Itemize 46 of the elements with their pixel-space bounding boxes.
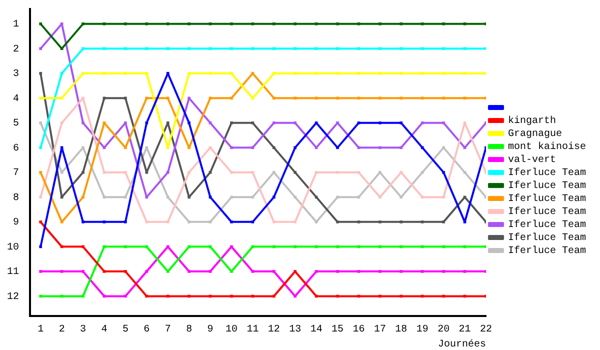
x-tick-label: 6 [144, 324, 150, 336]
x-tick-label: 22 [480, 324, 492, 336]
x-tick-label: 7 [164, 324, 171, 336]
x-tick-label: 3 [80, 324, 86, 336]
legend-label: Iferluce Team [508, 206, 586, 218]
legend-label: kingarth [508, 115, 556, 128]
x-axis-title: Journées [438, 338, 486, 350]
legend-label: Iferluce Team [508, 219, 586, 232]
legend-label: mont kainoise [508, 141, 586, 154]
x-tick-label: 16 [352, 324, 365, 336]
x-tick-label: 18 [395, 324, 408, 336]
x-tick-label: 19 [416, 324, 428, 336]
y-tick-label: 4 [12, 94, 19, 105]
legend-label: Iferluce Team [508, 167, 586, 180]
legend-label: Gragnague [508, 129, 562, 140]
x-tick-label: 9 [207, 324, 214, 336]
x-tick-label: 5 [122, 324, 128, 336]
x-tick-label: 12 [268, 324, 280, 336]
x-tick-label: 4 [101, 324, 108, 336]
y-tick-label: 3 [12, 69, 19, 80]
x-tick-label: 10 [225, 324, 238, 336]
x-tick-label: 1 [38, 324, 44, 336]
legend-label: Iferluce Team [508, 232, 586, 244]
y-tick-label: 11 [6, 267, 19, 278]
x-tick-label: 11 [246, 324, 259, 336]
y-tick-label: 2 [12, 44, 19, 56]
y-tick-label: 6 [12, 143, 19, 154]
y-tick-label: 9 [12, 218, 19, 229]
x-tick-label: 15 [332, 324, 344, 336]
x-tick-label: 8 [186, 324, 192, 336]
x-tick-label: 20 [438, 324, 450, 336]
y-tick-label: 10 [6, 242, 19, 254]
legend-label: val-vert [508, 154, 556, 166]
legend-label: Iferluce Team [508, 193, 586, 206]
x-tick-label: 2 [58, 324, 65, 336]
y-tick-label: 8 [12, 192, 19, 204]
y-tick-label: 7 [12, 168, 19, 180]
x-tick-label: 14 [310, 324, 322, 336]
legend-label: Iferluce Team [508, 245, 586, 258]
y-tick-label: 1 [12, 19, 19, 30]
legend-label: Iferluce Team [508, 180, 586, 192]
x-tick-label: 13 [289, 324, 302, 336]
y-tick-label: 5 [12, 118, 19, 130]
y-tick-label: 12 [6, 292, 19, 303]
x-tick-label: 21 [458, 324, 471, 336]
x-tick-label: 17 [374, 324, 386, 336]
